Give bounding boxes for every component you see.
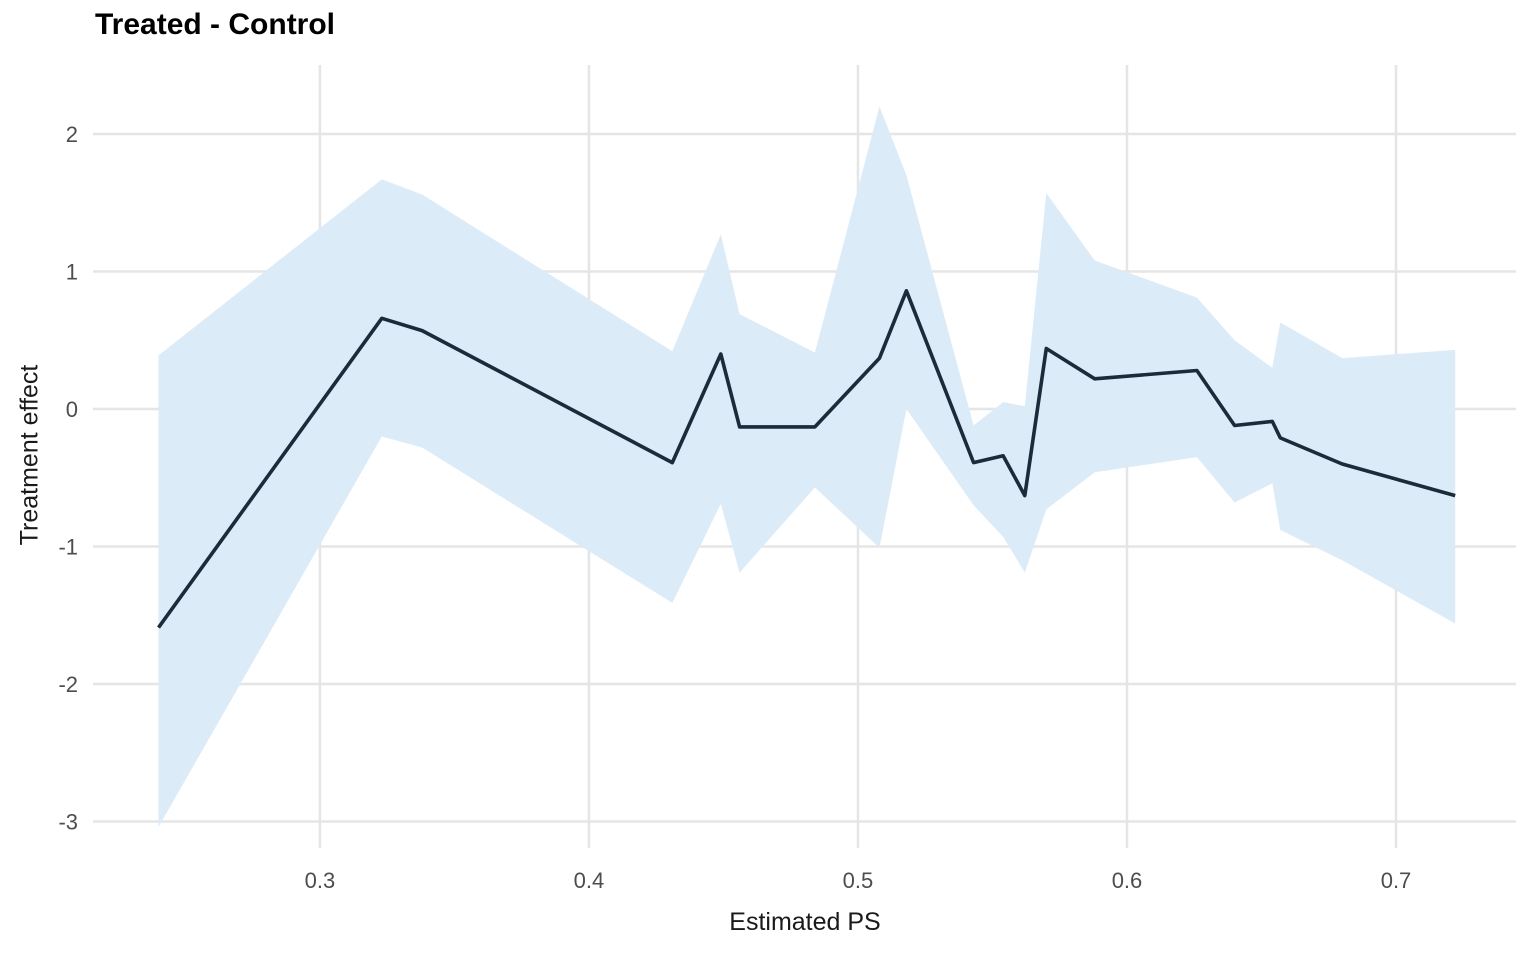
y-tick-label: 2 bbox=[66, 122, 78, 147]
x-tick-label: 0.4 bbox=[574, 868, 605, 893]
x-tick-label: 0.6 bbox=[1112, 868, 1143, 893]
y-tick-label: 0 bbox=[66, 397, 78, 422]
y-tick-label: 1 bbox=[66, 260, 78, 285]
x-tick-label: 0.5 bbox=[843, 868, 874, 893]
x-tick-label: 0.3 bbox=[305, 868, 336, 893]
x-tick-label: 0.7 bbox=[1381, 868, 1412, 893]
x-axis-title: Estimated PS bbox=[729, 908, 881, 936]
y-tick-label: -3 bbox=[58, 809, 78, 834]
y-axis-title: Treatment effect bbox=[15, 364, 44, 546]
confidence-ribbon bbox=[158, 106, 1456, 827]
plot-title: Treated - Control bbox=[95, 8, 336, 41]
y-tick-label: -1 bbox=[58, 535, 78, 560]
y-tick-label: -2 bbox=[58, 672, 78, 697]
effect-line bbox=[157, 288, 1456, 629]
